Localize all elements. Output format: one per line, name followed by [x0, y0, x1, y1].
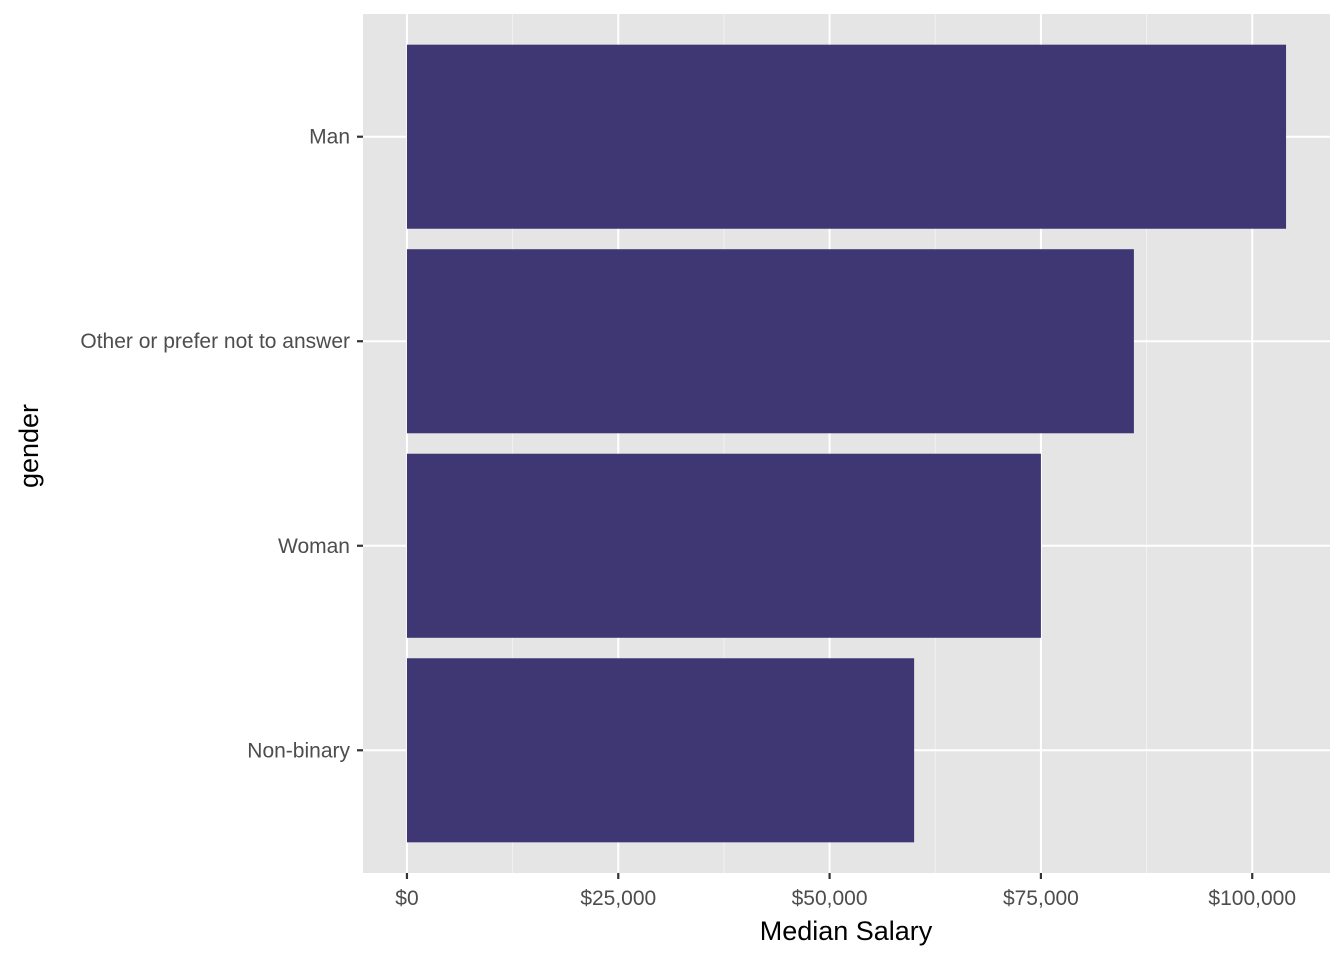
x-tick-label: $50,000	[792, 887, 868, 910]
bar	[406, 249, 1134, 434]
bar	[406, 658, 915, 843]
bars	[406, 44, 1287, 843]
y-axis-title: gender	[14, 404, 44, 488]
y-axis: Man Other or prefer not to answer Woman Non…	[80, 126, 363, 762]
x-tick-label: $0	[395, 887, 418, 910]
x-tick-label: $75,000	[1003, 887, 1079, 910]
x-axis-title: Median Salary	[760, 916, 933, 946]
bar	[406, 453, 1041, 638]
y-tick-label: Woman	[278, 535, 350, 558]
y-tick-label: Non-binary	[247, 739, 350, 762]
bar	[406, 44, 1287, 229]
y-tick-label: Other or prefer not to answer	[80, 330, 350, 353]
x-tick-label: $25,000	[580, 887, 656, 910]
x-axis: $0 $25,000 $50,000 $75,000 $100,000	[395, 873, 1296, 910]
x-tick-label: $100,000	[1208, 887, 1296, 910]
y-tick-label: Man	[309, 126, 350, 149]
